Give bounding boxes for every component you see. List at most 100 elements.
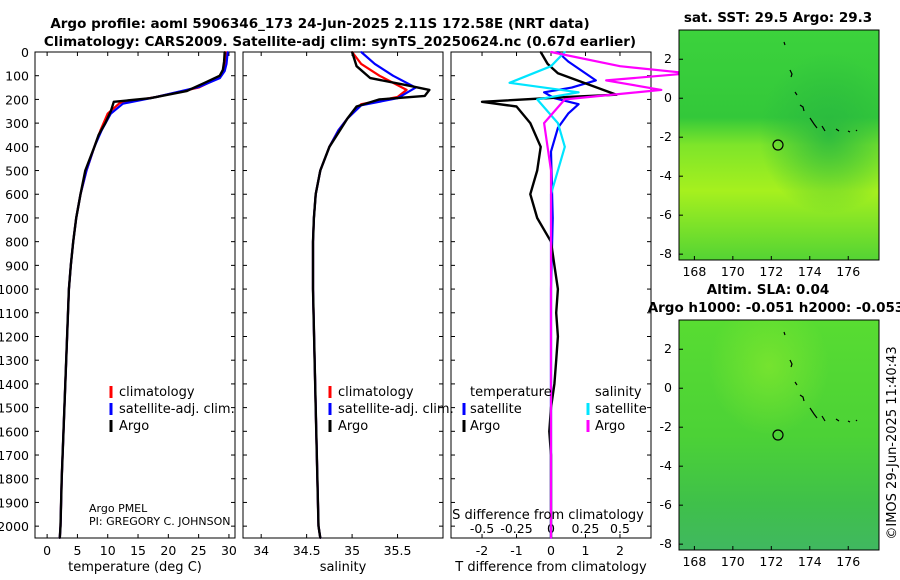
data-point <box>62 430 65 433</box>
map-y-tick-label: -8 <box>660 536 673 551</box>
x-tick-label: 1 <box>582 543 590 558</box>
data-point <box>550 51 552 53</box>
data-point <box>223 60 226 63</box>
data-point <box>373 63 376 65</box>
map-x-tick-label: 172 <box>759 264 783 279</box>
data-point <box>59 525 62 527</box>
x-tick-label: 0 <box>43 543 51 558</box>
map-x-tick-label: 172 <box>759 554 783 569</box>
depth-tick-label: 400 <box>5 140 29 155</box>
data-point <box>567 60 570 63</box>
x-tick-label: 35.5 <box>384 543 412 558</box>
salinity-panel <box>242 51 444 539</box>
legend-climatology-label: climatology <box>119 385 195 400</box>
s-difference-axis-label: S difference from climatology <box>452 508 644 523</box>
depth-tick-label: 1100 <box>0 306 29 321</box>
x-tick-label: 15 <box>130 543 146 558</box>
s-tick-label: -0.25 <box>500 521 532 536</box>
sst-map-title: sat. SST: 29.5 Argo: 29.3 <box>684 10 872 26</box>
data-point <box>66 335 68 338</box>
data-point <box>104 122 107 124</box>
sla-map-axes: 168 170 172 174 176 2 0 -2 -4 -6 -8 <box>660 341 861 569</box>
sst-map-axes: 168 170 172 174 176 2 0 -2 -4 -6 -8 <box>660 51 861 279</box>
x-tick-label: 25 <box>191 543 207 558</box>
sla-map-title-line1: Altim. SLA: 0.04 <box>707 282 829 298</box>
data-point <box>118 102 121 104</box>
depth-tick-label: 1200 <box>0 329 29 344</box>
depth-tick-label: 700 <box>5 211 29 226</box>
data-point <box>203 81 206 84</box>
map-y-tick-label: -4 <box>660 168 673 183</box>
data-point <box>529 122 532 124</box>
x-tick-label: 34 <box>253 543 269 558</box>
depth-tick-label: 200 <box>5 92 29 107</box>
temperature-panel <box>34 51 236 539</box>
data-point <box>428 89 431 91</box>
salinity-legend: climatology satellite-adj. clim. Argo <box>328 385 454 434</box>
sla-map-title-line2: Argo h1000: -0.051 h2000: -0.053 <box>648 300 900 316</box>
legend-satellite-label: satellite-adj. clim. <box>338 402 454 417</box>
data-point <box>405 89 408 91</box>
x-tick-label: 30 <box>221 543 237 558</box>
s-tick-label: -0.5 <box>470 521 494 536</box>
data-point <box>79 193 82 196</box>
data-point <box>536 169 539 172</box>
data-point <box>337 131 340 134</box>
x-tick-label: 5 <box>73 543 81 558</box>
data-point <box>122 102 124 105</box>
data-point <box>481 100 483 103</box>
data-point <box>60 477 63 480</box>
figure-title-line2: Climatology: CARS2009. Satellite-adj cli… <box>44 34 636 50</box>
x-tick-label: 10 <box>100 543 116 558</box>
temperature-plot: 0 5 10 15 20 25 30 <box>35 51 237 558</box>
depth-tick-label: 300 <box>5 116 29 131</box>
sst-warm-patch <box>679 30 879 260</box>
data-point <box>594 79 597 82</box>
data-point <box>567 112 570 115</box>
x-tick-label: -2 <box>476 543 488 558</box>
temperature-axis-label: temperature (deg C) <box>68 560 202 575</box>
data-point <box>226 51 229 53</box>
x-tick-label: -1 <box>510 543 522 558</box>
legend-satellite-label: satellite-adj. clim. <box>119 402 235 417</box>
map-y-tick-label: -4 <box>660 458 673 473</box>
data-point <box>577 103 580 106</box>
data-point <box>360 63 363 65</box>
series-line <box>58 51 227 539</box>
data-point <box>536 98 539 101</box>
map-x-tick-label: 176 <box>836 554 860 569</box>
data-point <box>508 81 511 84</box>
data-point <box>346 117 349 120</box>
depth-tick-label: 1900 <box>0 495 29 510</box>
legend-t-argo-label: Argo <box>470 419 500 434</box>
data-point <box>313 217 315 219</box>
data-point <box>392 74 394 77</box>
map-y-tick-label: -6 <box>660 207 673 222</box>
x-tick-label: 35 <box>344 543 360 558</box>
depth-tick-label: 1700 <box>0 448 29 463</box>
depth-tick-label: 1400 <box>0 377 29 392</box>
data-point <box>539 51 542 53</box>
data-point <box>97 134 100 136</box>
data-point <box>550 65 552 68</box>
data-point <box>351 51 353 53</box>
data-point <box>557 335 559 338</box>
data-point <box>577 91 580 94</box>
data-point <box>355 65 358 68</box>
data-point <box>314 193 317 196</box>
series-line <box>480 51 618 538</box>
data-point <box>72 240 75 243</box>
timestamp: ©IMOS 29-Jun-2025 11:40:43 <box>885 346 900 539</box>
data-point <box>75 217 78 219</box>
data-point <box>222 68 224 71</box>
credit-line1: Argo PMEL <box>89 502 148 515</box>
sla-argo-location-marker <box>772 429 784 441</box>
data-point <box>314 406 317 409</box>
data-point <box>223 70 226 72</box>
data-point <box>605 79 608 82</box>
s-tick-label: 0.5 <box>610 521 630 536</box>
map-y-tick-label: -8 <box>660 246 673 261</box>
data-point <box>378 98 381 101</box>
data-point <box>557 122 559 124</box>
map-x-tick-label: 168 <box>682 554 706 569</box>
